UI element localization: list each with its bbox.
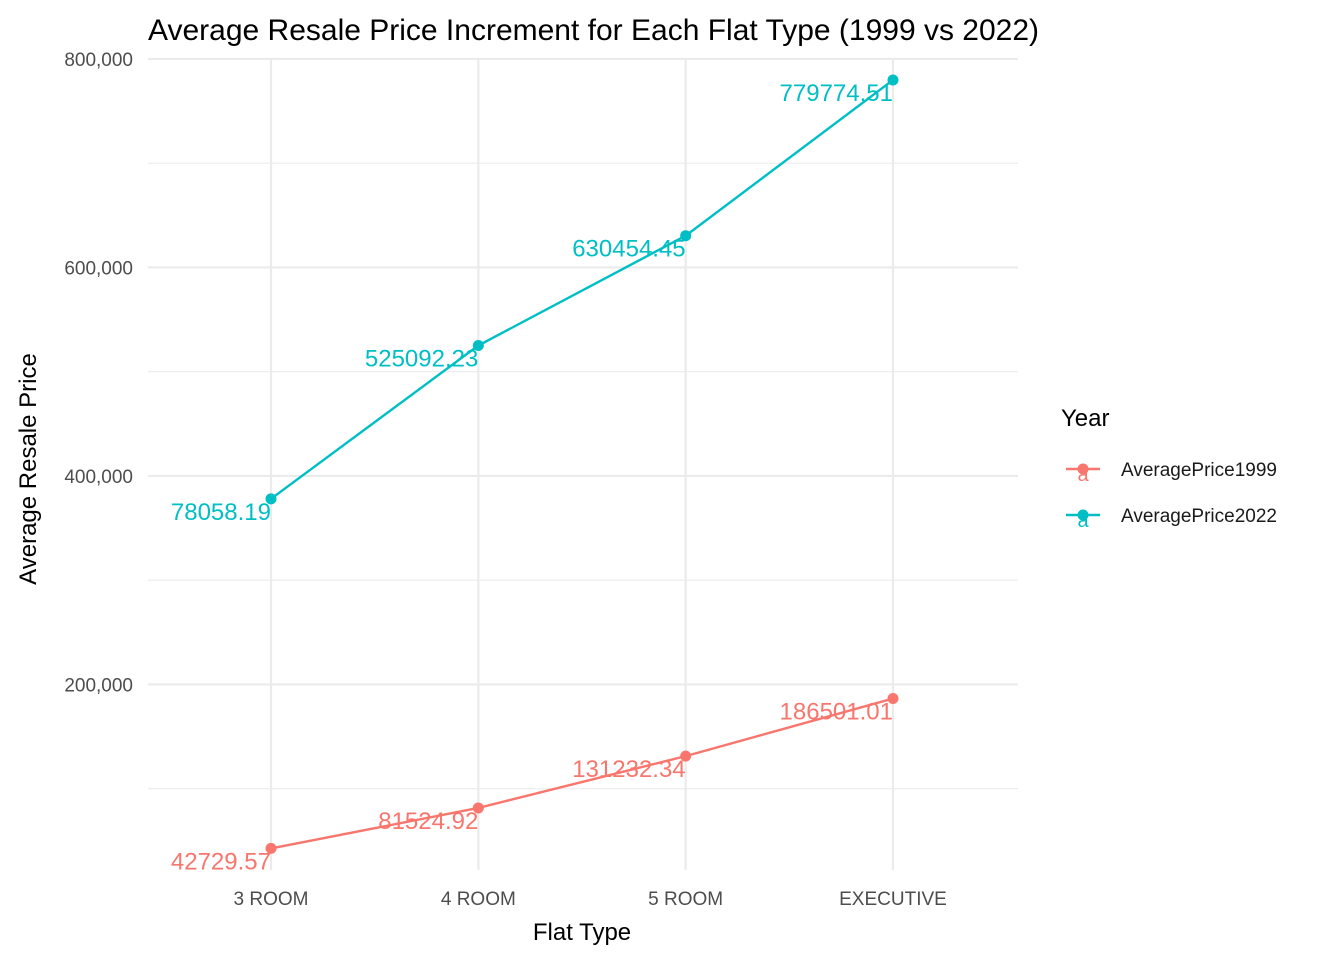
legend-item: a AveragePrice2022 bbox=[1066, 506, 1277, 532]
legend-key-glyph: a bbox=[1077, 464, 1089, 486]
x-tick-label: 4 ROOM bbox=[441, 889, 516, 910]
legend-label: AveragePrice1999 bbox=[1121, 460, 1277, 481]
data-point bbox=[472, 802, 484, 814]
data-label: 131232.34 bbox=[572, 756, 685, 783]
x-axis-title: Flat Type bbox=[533, 919, 631, 946]
x-tick-label: 5 ROOM bbox=[648, 889, 723, 910]
legend: Year a AveragePrice1999 a AveragePrice2022 bbox=[1061, 405, 1277, 532]
y-axis-title: Average Resale Price bbox=[15, 353, 42, 585]
data-point bbox=[265, 842, 277, 854]
data-point bbox=[265, 493, 277, 505]
data-point bbox=[472, 340, 484, 352]
data-point bbox=[887, 693, 899, 705]
y-tick-label: 600,000 bbox=[64, 258, 133, 279]
series-AveragePrice2022 bbox=[265, 74, 899, 505]
y-tick-label: 400,000 bbox=[64, 467, 133, 488]
data-point bbox=[680, 230, 692, 242]
data-labels: 42729.57 81524.92 131232.34 186501.01 78058.… bbox=[171, 80, 893, 875]
data-label: 779774.51 bbox=[780, 80, 893, 107]
legend-key-point bbox=[1077, 509, 1089, 521]
legend-key-point bbox=[1077, 463, 1089, 475]
series-lines bbox=[265, 74, 899, 854]
data-label: 78058.19 bbox=[171, 499, 271, 526]
chart-title: Average Resale Price Increment for Each … bbox=[148, 14, 1039, 47]
legend-key-glyph: a bbox=[1077, 510, 1089, 532]
legend-item: a AveragePrice1999 bbox=[1066, 460, 1277, 486]
axes: 200,000 400,000 600,000 800,000 3 ROOM 4 ROOM… bbox=[64, 50, 947, 910]
legend-label: AveragePrice2022 bbox=[1121, 506, 1277, 527]
data-label: 81524.92 bbox=[378, 808, 478, 835]
grid-lines bbox=[148, 57, 1018, 870]
data-label: 630454.45 bbox=[572, 236, 685, 263]
legend-items: a AveragePrice1999 a AveragePrice2022 bbox=[1066, 460, 1277, 532]
series-AveragePrice1999 bbox=[265, 693, 899, 854]
series-line bbox=[270, 697, 894, 850]
x-tick-label: EXECUTIVE bbox=[839, 889, 947, 910]
x-tick-label: 3 ROOM bbox=[234, 889, 309, 910]
data-point bbox=[887, 74, 899, 86]
data-label: 42729.57 bbox=[171, 848, 271, 875]
data-point bbox=[680, 750, 692, 762]
data-label: 525092.23 bbox=[365, 346, 478, 373]
y-tick-label: 800,000 bbox=[64, 50, 133, 71]
legend-title: Year bbox=[1061, 405, 1110, 432]
y-tick-label: 200,000 bbox=[64, 675, 133, 696]
series-line bbox=[270, 79, 894, 500]
data-label: 186501.01 bbox=[780, 699, 893, 726]
